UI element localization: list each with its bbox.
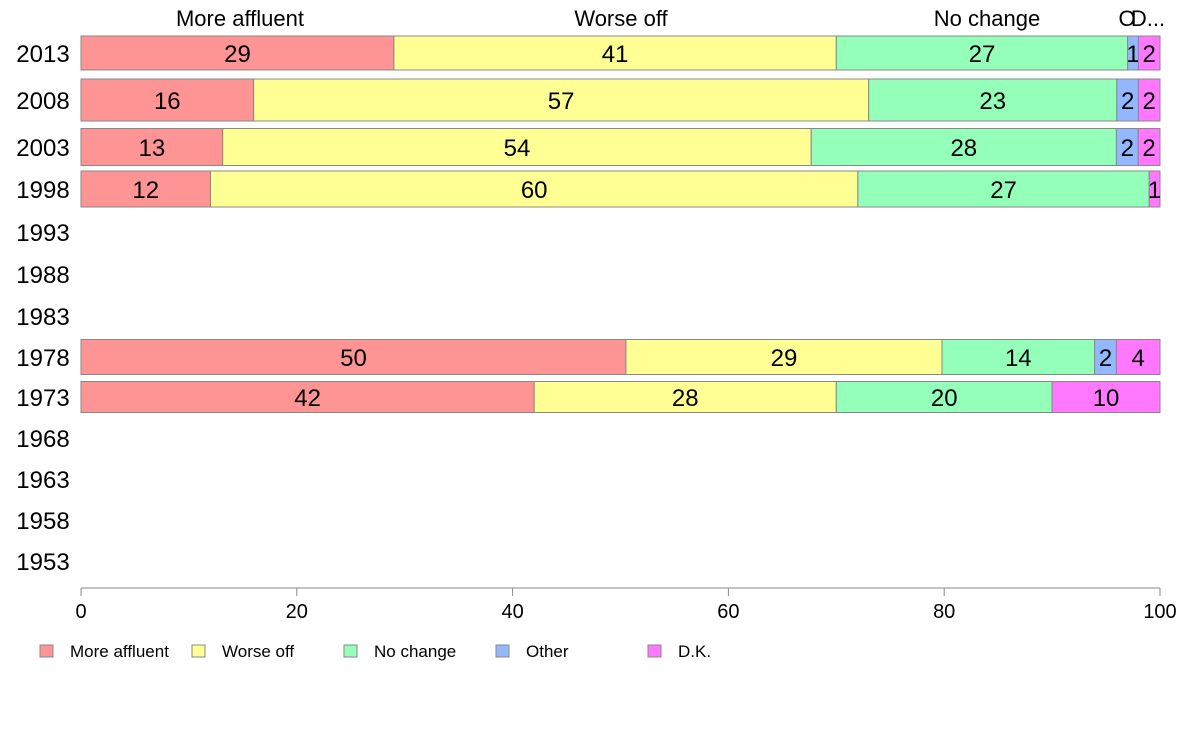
x-tick-label: 20 — [286, 601, 308, 623]
column-header: Worse off — [574, 6, 668, 31]
year-label: 1993 — [16, 220, 69, 247]
bar-segment — [80, 128, 224, 166]
bar-segment — [1051, 381, 1161, 413]
legend-swatch — [191, 644, 206, 658]
bar-segment — [625, 339, 943, 375]
year-label: 1983 — [16, 304, 69, 331]
x-axis: 0 20 40 60 80 100 — [75, 587, 1177, 623]
x-tick-label: 0 — [75, 601, 86, 623]
legend-label: Worse off — [222, 642, 294, 661]
data-label: 29 — [771, 345, 798, 372]
data-label: 2 — [1143, 41, 1156, 68]
legend-swatch — [343, 644, 358, 658]
data-label: 42 — [294, 385, 321, 412]
data-label: 28 — [950, 135, 977, 162]
data-label: 57 — [548, 88, 575, 115]
x-tick-label: 80 — [933, 601, 955, 623]
data-label: 4 — [1132, 345, 1145, 372]
bar-segment — [1137, 35, 1161, 71]
data-label: 27 — [990, 177, 1017, 204]
data-label: 50 — [340, 345, 367, 372]
year-label: 1988 — [16, 262, 69, 289]
year-label: 1968 — [16, 426, 69, 453]
data-label: 13 — [138, 135, 165, 162]
bar-segment — [868, 78, 1118, 122]
data-label: 1 — [1148, 177, 1161, 204]
year-label: 2003 — [16, 135, 69, 162]
x-tick-label: 40 — [501, 601, 523, 623]
year-labels: 2013 2008 2003 1998 1993 1988 1983 1978 1973 1968… — [16, 41, 69, 576]
data-label: 2 — [1142, 135, 1155, 162]
data-label: 2 — [1143, 88, 1156, 115]
data-label: 14 — [1005, 345, 1032, 372]
x-tick-label: 100 — [1143, 601, 1176, 623]
legend-swatch — [647, 644, 662, 658]
bar-segment — [80, 381, 535, 413]
bar-segment — [209, 170, 859, 208]
data-label: 12 — [132, 177, 159, 204]
year-label: 1953 — [16, 549, 69, 576]
bar-segment — [1115, 339, 1161, 375]
bar-segment — [1137, 128, 1161, 166]
year-label: 1973 — [16, 385, 69, 412]
bar-segment — [80, 170, 211, 208]
legend: More affluent Worse off No change Other D.K. — [39, 642, 711, 661]
data-label: 2 — [1099, 345, 1112, 372]
bar-segment — [533, 381, 837, 413]
year-label: 1963 — [16, 467, 69, 494]
column-header: More affluent — [176, 6, 304, 31]
data-label: 28 — [672, 385, 699, 412]
year-label: 2013 — [16, 41, 69, 68]
x-tick-label: 60 — [717, 601, 739, 623]
legend-label: More affluent — [70, 642, 169, 661]
year-label: 2008 — [16, 88, 69, 115]
bars-group: 29 41 27 1 216 57 23 2 213 54 28 2 212 60 27 150 29 14 2 44… — [80, 35, 1161, 413]
bar-segment — [393, 35, 837, 71]
column-headers: More affluent Worse off No change OD... — [176, 6, 1165, 31]
column-header: O — [1118, 6, 1135, 31]
legend-swatch — [495, 644, 510, 658]
year-label: 1958 — [16, 508, 69, 535]
bar-segment — [80, 339, 627, 375]
data-label: 54 — [504, 135, 531, 162]
data-label: 41 — [602, 41, 629, 68]
legend-label: Other — [526, 642, 569, 661]
data-label: 20 — [931, 385, 958, 412]
data-label: 10 — [1093, 385, 1120, 412]
year-label: 1978 — [16, 345, 69, 372]
bar-segment — [857, 170, 1150, 208]
data-label: 16 — [154, 88, 181, 115]
data-label: 2 — [1121, 88, 1134, 115]
bar-segment — [253, 78, 870, 122]
data-label: 60 — [521, 177, 548, 204]
year-label: 1998 — [16, 177, 69, 204]
column-header: D... — [1131, 6, 1165, 31]
bar-segment — [1137, 78, 1161, 122]
bar-segment — [1148, 170, 1161, 208]
bar-segment — [222, 128, 812, 166]
data-label: 23 — [979, 88, 1006, 115]
data-label: 27 — [969, 41, 996, 68]
column-header: No change — [934, 6, 1040, 31]
data-label: 29 — [224, 41, 251, 68]
legend-label: No change — [374, 642, 456, 661]
legend-label: D.K. — [678, 642, 711, 661]
legend-swatch — [39, 644, 54, 658]
data-label: 2 — [1121, 135, 1134, 162]
data-label: 1 — [1126, 41, 1139, 68]
